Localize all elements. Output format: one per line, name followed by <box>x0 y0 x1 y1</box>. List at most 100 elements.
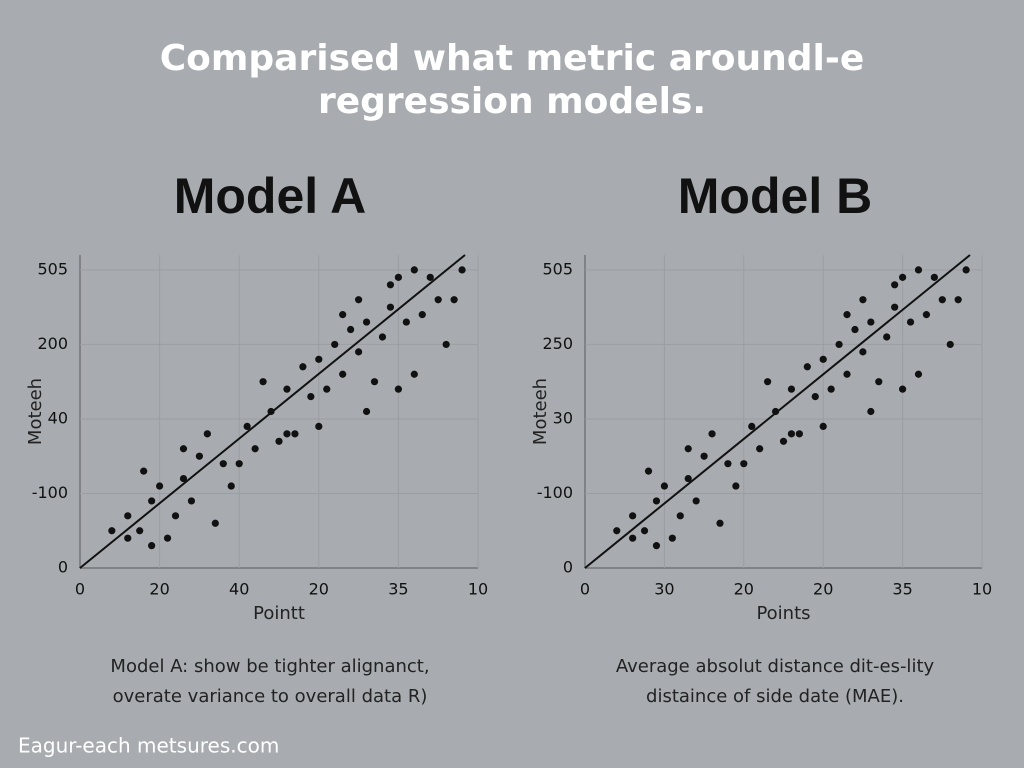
point <box>410 266 418 274</box>
point <box>764 378 772 386</box>
point <box>803 363 811 371</box>
y-tick-label: 505 <box>37 259 68 278</box>
point <box>394 273 402 281</box>
point <box>700 452 708 460</box>
point <box>843 370 851 378</box>
point <box>899 385 907 393</box>
x-tick-label: 40 <box>229 580 249 599</box>
y-tick-label: -100 <box>537 483 573 502</box>
point <box>787 385 796 393</box>
point <box>362 407 371 416</box>
x-tick-label: 20 <box>813 580 833 599</box>
point <box>859 296 867 304</box>
point <box>458 266 466 274</box>
point <box>732 482 740 490</box>
point <box>235 460 243 468</box>
point <box>684 474 692 483</box>
point <box>771 407 780 416</box>
point <box>394 385 402 393</box>
point <box>629 534 637 542</box>
point <box>203 430 211 438</box>
x-tick-label: 10 <box>468 580 488 599</box>
point <box>748 422 756 431</box>
point <box>867 318 875 326</box>
x-tick-label: 35 <box>892 580 912 599</box>
point <box>347 325 355 334</box>
x-tick-label: 0 <box>75 580 85 599</box>
point <box>124 512 132 520</box>
point <box>283 430 291 438</box>
point <box>922 311 931 319</box>
y-axis-label: Moteeh <box>530 378 551 445</box>
point <box>219 460 227 468</box>
point <box>684 445 692 453</box>
point <box>402 318 410 326</box>
point <box>211 519 219 527</box>
x-tick-label: 20 <box>309 580 329 599</box>
point <box>914 266 923 274</box>
point <box>819 422 827 431</box>
point <box>811 392 819 401</box>
x-tick-label: 30 <box>654 580 674 599</box>
point <box>779 437 788 445</box>
point <box>148 497 156 505</box>
point <box>899 273 907 281</box>
point <box>323 385 331 393</box>
point <box>124 534 132 542</box>
caption: Model A: show be tighter alignanct, <box>110 656 429 677</box>
point <box>378 333 387 341</box>
point <box>819 355 827 363</box>
point <box>251 445 259 453</box>
point <box>315 355 323 363</box>
point <box>291 430 299 438</box>
point <box>867 407 875 416</box>
y-tick-label: -100 <box>32 483 68 502</box>
point <box>163 534 172 542</box>
point <box>179 474 188 483</box>
point <box>835 340 843 349</box>
point <box>339 311 347 319</box>
point <box>906 318 915 326</box>
point <box>355 348 363 356</box>
point <box>136 527 144 535</box>
y-tick-label: 40 <box>48 408 68 427</box>
y-tick-label: 30 <box>553 408 573 427</box>
point <box>851 325 859 334</box>
point <box>652 497 661 505</box>
point <box>891 281 899 289</box>
point <box>171 512 180 520</box>
point <box>629 512 637 520</box>
point <box>315 422 323 431</box>
point <box>275 437 283 445</box>
point <box>644 467 653 475</box>
caption: distaince of side date (MAE). <box>646 686 904 707</box>
point <box>426 273 434 281</box>
point <box>418 311 426 319</box>
point <box>331 340 339 349</box>
point <box>179 445 188 453</box>
point <box>843 311 851 319</box>
caption: overate variance to overall data R) <box>113 686 428 707</box>
point <box>386 303 395 311</box>
point <box>450 296 458 304</box>
point <box>946 340 954 349</box>
x-tick-label: 10 <box>972 580 992 599</box>
point <box>891 303 899 311</box>
point <box>676 512 684 520</box>
point <box>756 445 764 453</box>
point <box>267 407 275 416</box>
x-tick-label: 20 <box>149 580 169 599</box>
point <box>442 340 450 349</box>
y-tick-label: 0 <box>563 558 573 577</box>
point <box>243 422 251 431</box>
footer: Eagur-each metsures.com <box>18 734 279 758</box>
point <box>355 296 363 304</box>
point <box>938 296 946 304</box>
point <box>259 378 267 386</box>
point <box>724 460 732 468</box>
y-tick-label: 200 <box>37 334 68 353</box>
point <box>795 430 803 438</box>
point <box>362 318 371 326</box>
point <box>692 497 700 505</box>
